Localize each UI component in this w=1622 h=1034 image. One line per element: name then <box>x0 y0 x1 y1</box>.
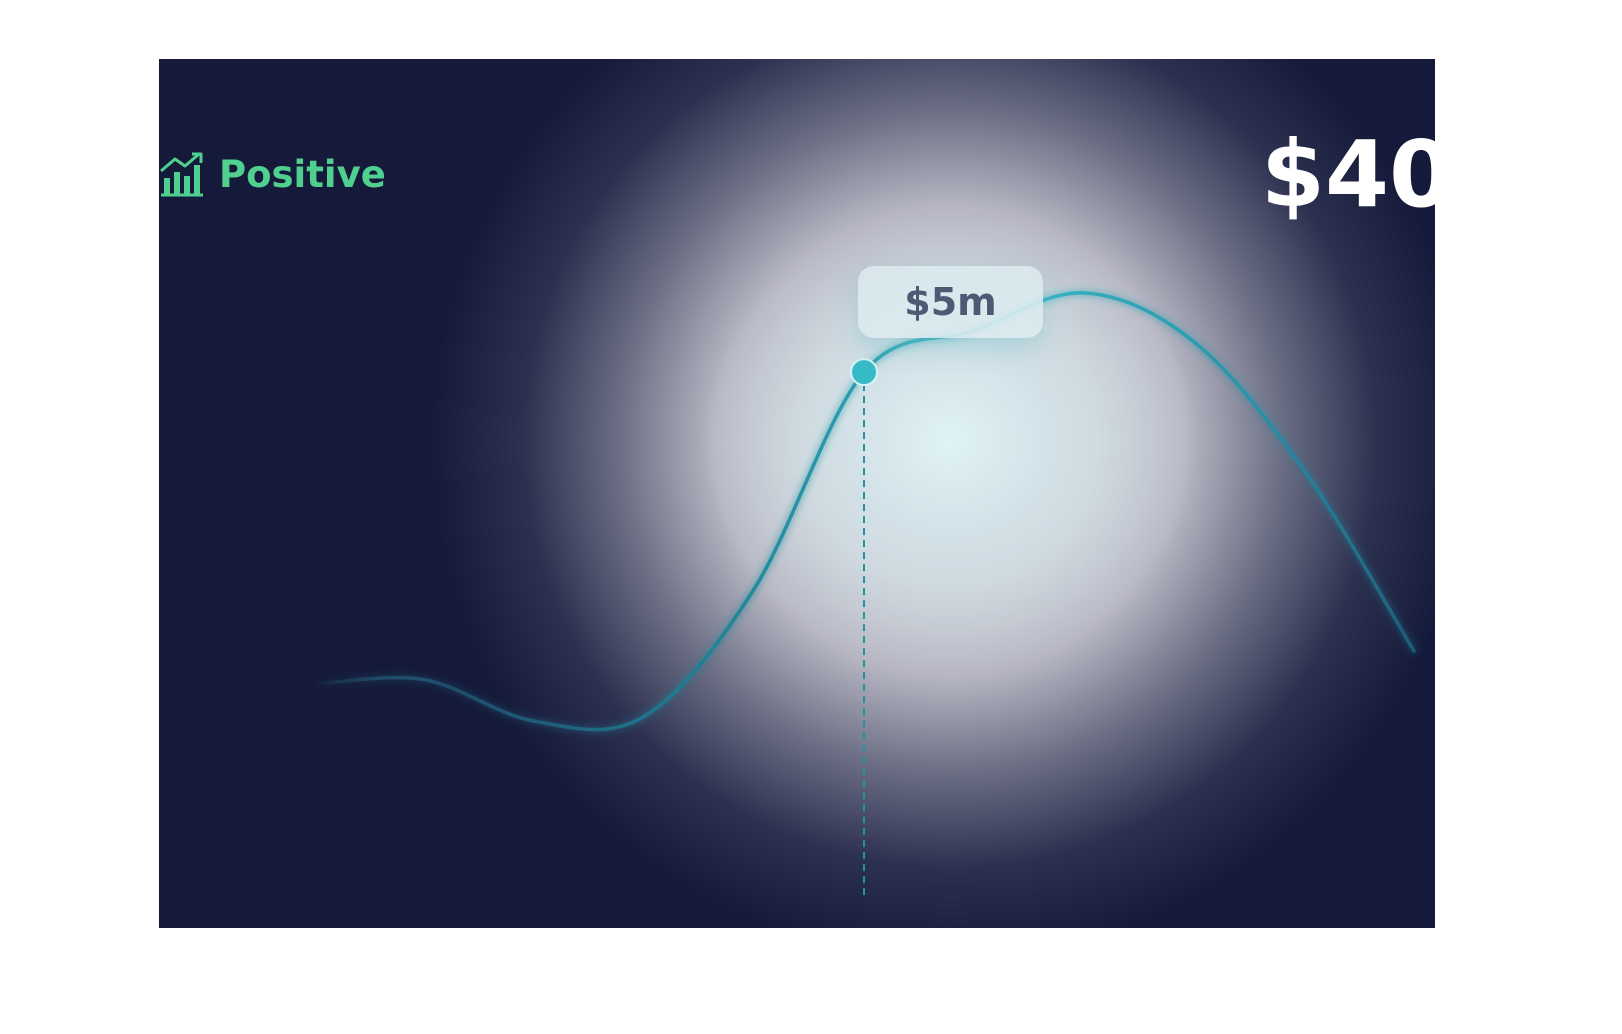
headline-value: $408 <box>1261 121 1435 228</box>
tooltip-value: $5m <box>904 280 997 324</box>
line-chart <box>312 291 1416 899</box>
highlighted-point[interactable] <box>850 358 878 387</box>
chart-trending-up-icon <box>160 152 203 197</box>
chart-card: Positive $408 $5m <box>159 59 1435 928</box>
value-tooltip: $5m <box>858 266 1043 338</box>
status-indicator: Positive <box>159 151 386 197</box>
status-label: Positive <box>219 152 386 196</box>
